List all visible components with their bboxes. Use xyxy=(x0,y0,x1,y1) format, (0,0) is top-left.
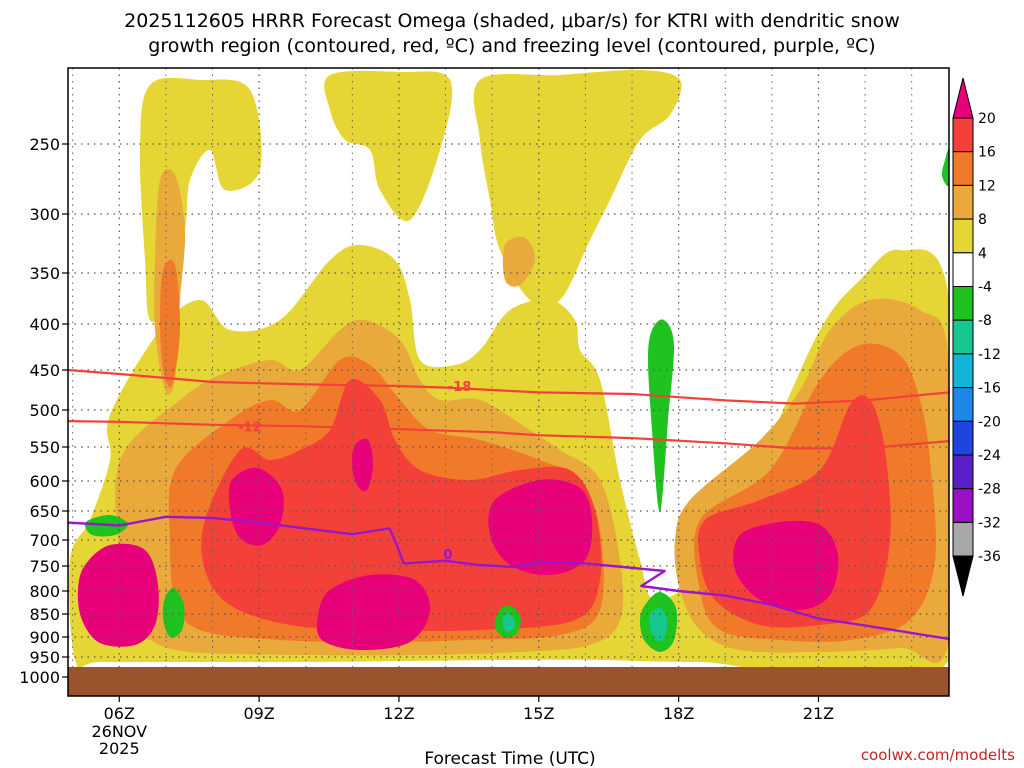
colorbar-bin xyxy=(952,420,974,456)
x-tick-label-18Z: 18Z xyxy=(663,704,694,723)
dgz-contour-label: -12 xyxy=(238,420,262,435)
colorbar-label--32: -32 xyxy=(978,515,1001,531)
x-tick-sublabel: 26NOV xyxy=(91,722,147,741)
chart-title-line-1: 2025112605 HRRR Forecast Omega (shaded, … xyxy=(124,10,900,32)
plot-area: -18 -12 0 xyxy=(68,68,949,696)
colorbar-label-8: 8 xyxy=(978,212,987,228)
y-tick-label-500: 500 xyxy=(29,401,60,420)
colorbar-label-12: 12 xyxy=(978,178,996,194)
x-tick-sublabel: 2025 xyxy=(99,739,140,758)
y-tick-label-350: 350 xyxy=(29,264,60,283)
omega-8-12-upper-center xyxy=(502,237,536,287)
omega-16-20-main xyxy=(201,379,602,631)
colorbar-label--28: -28 xyxy=(978,482,1001,498)
colorbar-extend-top xyxy=(952,77,974,119)
omega-12-16-west-plume xyxy=(160,259,181,388)
freezing-level-label: 0 xyxy=(443,548,452,563)
y-axis-ticks: 250 300 350 400 450 500 550 600 650 700 750 800 850 9… xyxy=(19,135,68,687)
chart-title-line-2: growth region (contoured, red, ºC) and f… xyxy=(148,35,875,57)
colorbar-label-20: 20 xyxy=(978,111,996,127)
x-tick-label-09Z: 09Z xyxy=(243,704,274,723)
omega-gt20-center xyxy=(488,479,593,576)
freezing-level-contour xyxy=(68,515,949,641)
y-tick-label-900: 900 xyxy=(29,628,60,647)
omega-4-8-upper-center xyxy=(324,70,453,222)
omega-shading xyxy=(69,69,949,688)
dgz-contour--12 xyxy=(68,420,949,450)
colorbar-label--8: -8 xyxy=(978,313,992,329)
y-tick-label-250: 250 xyxy=(29,135,60,154)
y-tick-label-700: 700 xyxy=(29,531,60,550)
colorbar-bin xyxy=(952,454,974,490)
omega-gt20-east xyxy=(733,520,839,611)
colorbar-bin xyxy=(952,488,974,523)
colorbar-bin xyxy=(952,319,974,355)
y-tick-label-650: 650 xyxy=(29,502,60,521)
colorbar-bin xyxy=(952,521,974,557)
watermark: coolwx.com/modelts xyxy=(861,746,1015,764)
colorbar-bin xyxy=(952,252,974,288)
colorbar-label--12: -12 xyxy=(978,347,1001,363)
y-tick-label-300: 300 xyxy=(29,205,60,224)
plot-frame xyxy=(67,67,950,697)
colorbar-bin xyxy=(952,286,974,321)
omega-gt20-left-low xyxy=(77,543,159,647)
colorbar-label--16: -16 xyxy=(978,381,1001,397)
y-tick-label-450: 450 xyxy=(29,361,60,380)
gridlines xyxy=(68,68,949,696)
x-tick-label-12Z: 12Z xyxy=(383,704,414,723)
colorbar-label--36: -36 xyxy=(978,549,1001,565)
colorbar-bin xyxy=(952,218,974,254)
colorbar-bin xyxy=(952,387,974,422)
colorbar-label--24: -24 xyxy=(978,448,1001,464)
colorbar-bin xyxy=(952,184,974,220)
contours: -18 -12 0 xyxy=(68,368,949,641)
omega-neg-4-8-column xyxy=(648,319,675,513)
x-tick-label-21Z: 21Z xyxy=(803,704,834,723)
omega-neg-8-12-center-core xyxy=(502,613,515,633)
colorbar-label--20: -20 xyxy=(978,414,1001,430)
omega-gt20-low-center xyxy=(316,574,431,651)
colorbar-extend-bottom xyxy=(952,555,974,597)
x-axis-label: Forecast Time (UTC) xyxy=(424,749,595,768)
colorbar-label-4: 4 xyxy=(978,246,987,262)
y-tick-label-550: 550 xyxy=(29,438,60,457)
colorbar-label-16: 16 xyxy=(978,145,996,161)
y-tick-label-400: 400 xyxy=(29,315,60,334)
omega-neg-8-12-column-core xyxy=(648,607,668,641)
y-tick-label-1000: 1000 xyxy=(19,668,60,687)
omega-neg-4-8-left-low xyxy=(162,587,185,638)
surface-band xyxy=(68,667,949,696)
colorbar-bin xyxy=(952,151,974,186)
y-tick-label-850: 850 xyxy=(29,605,60,624)
colorbar-bin xyxy=(952,117,974,153)
colorbar: 20 16 12 8 4 -4 -8 -12 -16 -20 -24 -28 -32 -36 xyxy=(952,77,1001,597)
omega-gt20-small-spike xyxy=(351,438,374,492)
y-tick-label-800: 800 xyxy=(29,582,60,601)
x-tick-label-06Z: 06Z xyxy=(104,704,135,723)
x-tick-label-15Z: 15Z xyxy=(523,704,554,723)
omega-gt20-upper-left xyxy=(228,467,284,546)
y-tick-label-600: 600 xyxy=(29,472,60,491)
omega-neg-4-8-upper-right xyxy=(941,149,949,187)
colorbar-label--4: -4 xyxy=(978,280,992,296)
dgz-contour-label: -18 xyxy=(448,380,472,395)
y-tick-label-950: 950 xyxy=(29,648,60,667)
y-tick-label-750: 750 xyxy=(29,557,60,576)
colorbar-bin xyxy=(952,353,974,389)
dgz-contour--18 xyxy=(68,368,949,405)
